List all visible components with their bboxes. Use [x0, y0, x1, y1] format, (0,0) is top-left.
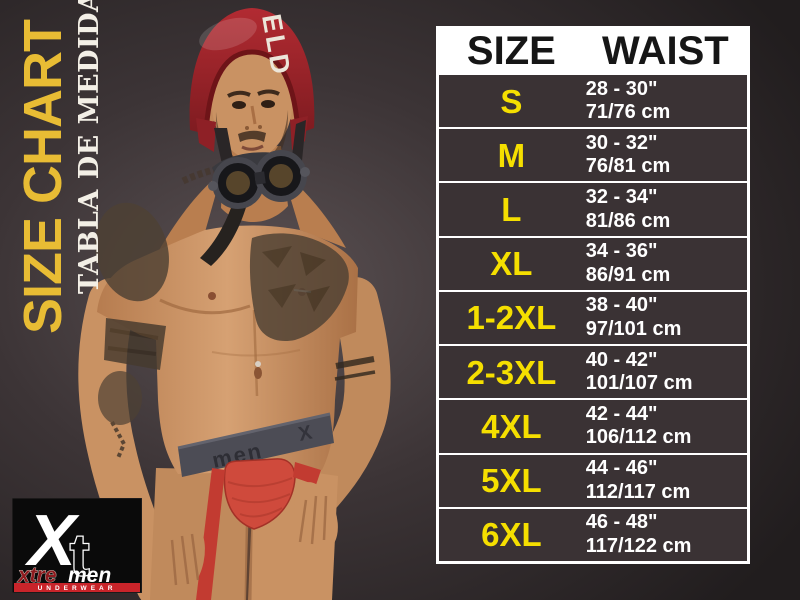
table-header-size: SIZE [466, 29, 556, 73]
logo-men: men [68, 564, 111, 587]
size-cell: M [497, 136, 526, 174]
waistband-text-x: X [296, 421, 314, 445]
size-cell: L [501, 191, 522, 229]
waist-inches: 44 - 46" [585, 457, 658, 480]
size-cell: S [500, 82, 523, 120]
logo-underwear-label: UNDERWEAR [38, 585, 117, 592]
waist-cm: 76/81 cm [585, 155, 671, 178]
table-body: S 28 - 30" 71/76 cm M 30 - 32" 76/81 cm … [439, 73, 747, 561]
waist-cm: 81/86 cm [585, 209, 671, 232]
eye [261, 100, 275, 108]
waist-cm: 101/107 cm [585, 372, 693, 395]
garment-pouch [223, 458, 296, 530]
garment-strap-right [293, 462, 321, 485]
waist-cell: 44 - 46" 112/117 cm [584, 455, 747, 507]
logo-xtre: xtre [17, 564, 57, 587]
waist-cell: 30 - 32" 76/81 cm [584, 129, 747, 181]
waist-cell: 38 - 40" 97/101 cm [584, 292, 747, 344]
size-cell: XL [490, 245, 533, 283]
size-cell: 2-3XL [466, 353, 557, 391]
waist-cm: 71/76 cm [585, 101, 671, 124]
waist-cell: 28 - 30" 71/76 cm [584, 75, 747, 127]
waist-inches: 30 - 32" [585, 131, 658, 154]
navel [254, 367, 262, 379]
waist-inches: 28 - 30" [585, 77, 658, 100]
waist-cell: 46 - 48" 117/122 cm [584, 509, 747, 561]
waist-cm: 117/122 cm [585, 534, 692, 557]
waist-cm: 112/117 cm [585, 480, 691, 503]
brand-logo: X t xtre men UNDERWEAR [12, 498, 142, 593]
table-row: 4XL 42 - 44" 106/112 cm [439, 398, 747, 453]
waist-cm: 86/91 cm [585, 263, 671, 286]
table-row: L 32 - 34" 81/86 cm [439, 181, 747, 236]
size-table: SIZE WAIST S 28 - 30" 71/76 cm M 30 - 32… [436, 26, 750, 564]
nipple [208, 292, 216, 300]
waist-cell: 32 - 34" 81/86 cm [584, 183, 747, 235]
table-header: SIZE WAIST [439, 29, 747, 73]
logo-t: t [70, 523, 89, 588]
logo-x: X [24, 501, 80, 581]
table-row: 1-2XL 38 - 40" 97/101 cm [439, 289, 747, 345]
eye [232, 101, 246, 109]
table-row: XL 34 - 36" 86/91 cm [439, 235, 747, 290]
waist-cell: 34 - 36" 86/91 cm [584, 238, 747, 290]
hands [161, 482, 338, 595]
table-row: M 30 - 32" 76/81 cm [439, 127, 747, 182]
waist-cm: 97/101 cm [585, 317, 682, 340]
size-cell: 5XL [481, 462, 542, 500]
waist-inches: 32 - 34" [585, 185, 658, 208]
waist-cell: 42 - 44" 106/112 cm [584, 400, 747, 452]
table-row: 5XL 44 - 46" 112/117 cm [439, 452, 747, 507]
mouth [241, 144, 264, 151]
waist-inches: 34 - 36" [585, 240, 658, 263]
table-row: S 28 - 30" 71/76 cm [439, 73, 747, 128]
waist-inches: 46 - 48" [585, 511, 658, 534]
table-row: 2-3XL 40 - 42" 101/107 cm [439, 344, 747, 399]
navel-piercing [255, 361, 261, 367]
table-header-waist: WAIST [602, 29, 729, 73]
logo-underwear-strip [14, 583, 140, 592]
size-cell: 6XL [481, 516, 542, 554]
table-row: 6XL 46 - 48" 117/122 cm [439, 506, 747, 561]
garment-strap-left [196, 468, 225, 600]
waist-inches: 38 - 40" [585, 294, 658, 317]
size-cell: 4XL [481, 407, 542, 445]
waist-inches: 42 - 44" [585, 402, 658, 425]
waist-cm: 106/112 cm [585, 426, 692, 449]
waist-inches: 40 - 42" [585, 348, 658, 371]
tattoos [95, 161, 376, 459]
goggles [208, 150, 310, 209]
waist-cell: 40 - 42" 101/107 cm [584, 346, 747, 398]
armband-tattoo [335, 356, 375, 369]
page-title: SIZE CHART [13, 20, 73, 334]
size-cell: 1-2XL [466, 299, 557, 337]
underwear: men X [177, 412, 334, 600]
page-subtitle: TABLA DE MEDIDAS [74, 0, 105, 294]
